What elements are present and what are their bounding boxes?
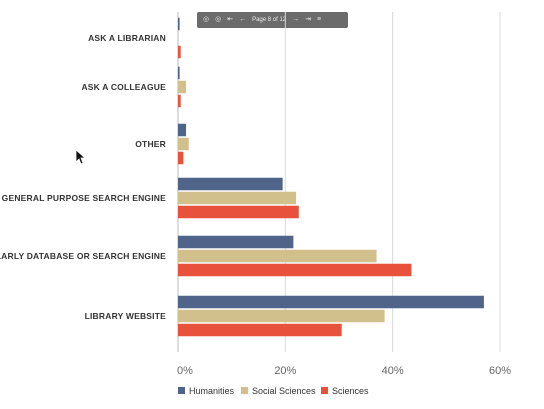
bar-sciences-5 — [178, 323, 342, 337]
bar-social-sciences-1 — [178, 80, 187, 94]
bar-social-sciences-2 — [178, 137, 189, 151]
zoom-out-icon[interactable]: ◎ — [215, 16, 222, 23]
category-label: LIBRARY WEBSITE — [85, 311, 167, 321]
legend: Humanities Social Sciences Sciences — [178, 386, 369, 396]
tick-labels: 0% 20% 40% 60% — [177, 365, 511, 377]
mouse-cursor-icon — [75, 149, 85, 165]
x-tick-label: 60% — [489, 365, 511, 377]
menu-icon[interactable]: ≡ — [317, 16, 322, 23]
legend-swatch — [241, 387, 248, 394]
next-page-icon[interactable]: → — [292, 16, 300, 23]
bar-humanities-4 — [178, 235, 294, 249]
bar-sciences-3 — [178, 205, 299, 219]
bars — [178, 17, 484, 337]
legend-swatch — [178, 387, 185, 394]
bar-social-sciences-4 — [178, 249, 377, 263]
bar-humanities-1 — [178, 66, 180, 80]
x-tick-label: 20% — [274, 365, 296, 377]
category-label: OTHER — [135, 139, 166, 149]
first-page-icon[interactable]: ⇤ — [227, 16, 234, 23]
category-label: ASK A LIBRARIAN — [88, 33, 166, 43]
last-page-icon[interactable]: ⇥ — [305, 16, 311, 23]
legend-label: Social Sciences — [252, 386, 316, 396]
category-label: GENERAL PURPOSE SEARCH ENGINE — [2, 193, 166, 203]
previous-page-icon[interactable]: ← — [239, 16, 247, 23]
legend-swatch — [321, 387, 328, 394]
legend-label: Humanities — [189, 386, 235, 396]
bar-social-sciences-5 — [178, 309, 385, 323]
pdf-toolbar: ◎ ◎ ⇤ ← Page 8 of 12 → ⇥ ≡ — [197, 12, 348, 28]
bar-sciences-2 — [178, 151, 184, 165]
category-label: SCHOLARLY DATABASE OR SEARCH ENGINE — [0, 251, 166, 261]
x-tick-label: 0% — [177, 365, 193, 377]
bar-sciences-0 — [178, 45, 181, 59]
bar-humanities-2 — [178, 123, 187, 137]
zoom-in-icon[interactable]: ◎ — [203, 16, 210, 23]
legend-label: Sciences — [332, 386, 369, 396]
category-labels: ASK A LIBRARIAN ASK A COLLEAGUE OTHER GENER… — [0, 33, 166, 321]
bar-social-sciences-3 — [178, 191, 297, 205]
bar-humanities-5 — [178, 295, 484, 309]
bar-humanities-0 — [178, 17, 180, 31]
bar-humanities-3 — [178, 177, 283, 191]
x-tick-label: 40% — [382, 365, 404, 377]
category-label: ASK A COLLEAGUE — [81, 82, 166, 92]
bar-sciences-1 — [178, 94, 181, 108]
page-indicator: Page 8 of 12 — [252, 17, 287, 23]
bar-sciences-4 — [178, 263, 412, 277]
